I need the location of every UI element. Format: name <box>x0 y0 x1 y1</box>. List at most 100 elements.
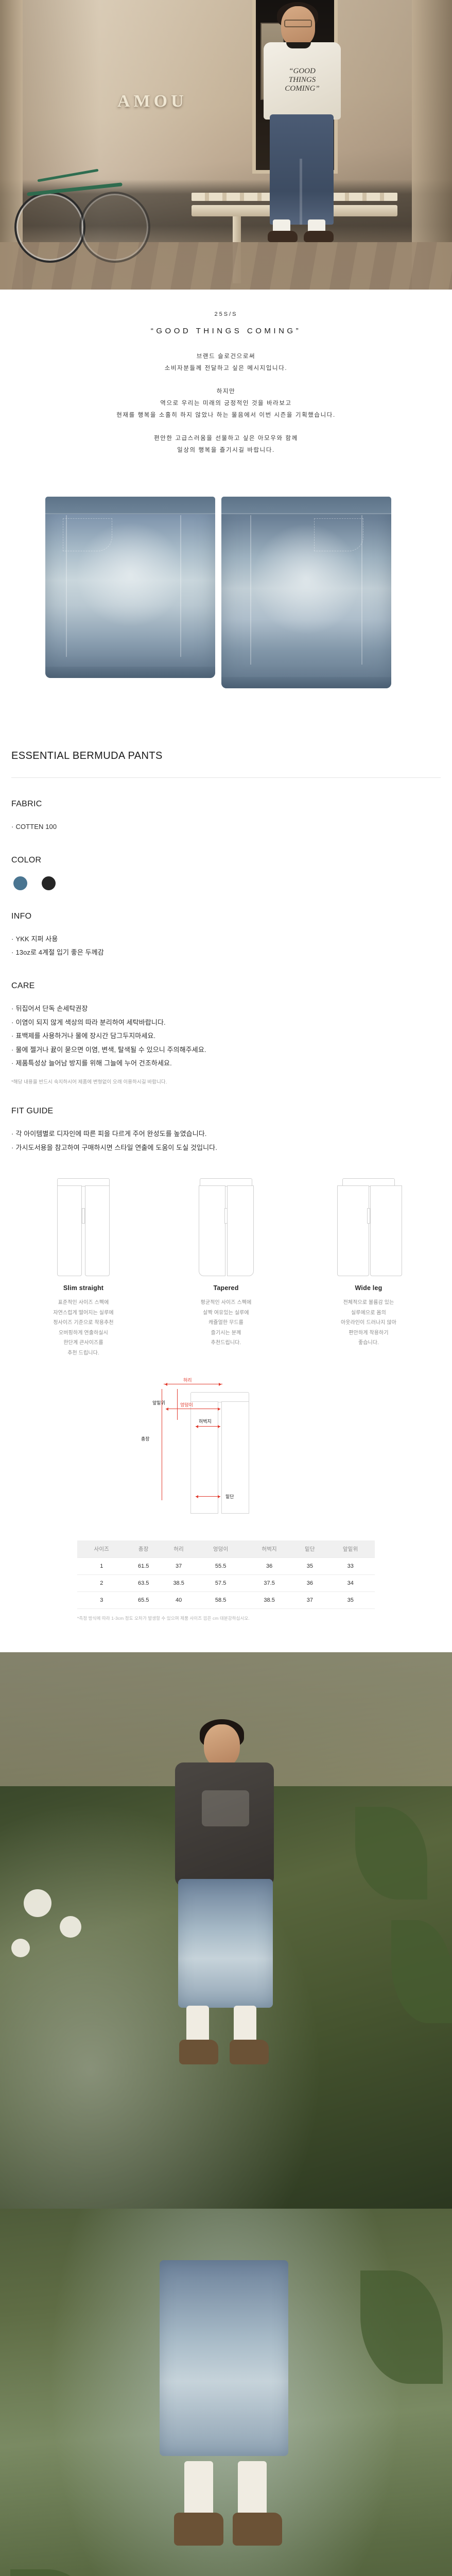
pant-crotch <box>82 1208 85 1224</box>
model-sock-left <box>273 219 290 233</box>
list-item: 물에 젤거나 뀴이 묻으면 이염, 변색, 탈색될 수 있으니 주의해주세요. <box>11 1043 452 1057</box>
shorts-pocket-right <box>314 518 363 551</box>
label-hip: 엉덩이 <box>180 1402 193 1408</box>
hero-lifestyle-image: “GOOD THINGS COMING” AMOU <box>0 0 452 290</box>
cell: 33 <box>326 1557 375 1575</box>
column-header: 허벅지 <box>245 1540 294 1558</box>
column-header: 허리 <box>161 1540 197 1558</box>
bicycle-wheel-front <box>14 192 85 263</box>
fit-guide-section: FIT GUIDE 각 아이템별로 디자인에 따른 피을 다르게 주어 완성도를… <box>0 1085 452 1155</box>
measure-leg-right <box>221 1401 249 1514</box>
cell: 35 <box>326 1591 375 1609</box>
cell: 36 <box>293 1574 326 1592</box>
cell: 57.5 <box>196 1574 245 1592</box>
pant-outline <box>45 1178 122 1277</box>
model-shoe-right <box>304 231 334 242</box>
cell: 35 <box>293 1557 326 1575</box>
color-swatch-blue[interactable] <box>13 876 27 890</box>
flower-2 <box>60 1916 81 1938</box>
column-header: 총장 <box>126 1540 161 1558</box>
shorts-seam-left <box>66 515 67 657</box>
thigh-arrow <box>196 1425 220 1428</box>
measurement-inner: 허리 엉덩이 앞밑위 총장 허벅지 밑단 <box>141 1378 309 1528</box>
gallery-photo-1 <box>0 1652 452 2209</box>
model-shoe-right <box>233 2513 282 2546</box>
bicycle-top-tube <box>37 168 99 182</box>
fit-guide-heading: FIT GUIDE <box>11 1107 54 1116</box>
size-table-footnote: *측정 방식에 따라 1-3cm 정도 오차가 발생할 수 있으며 제품 사이즈… <box>77 1616 250 1621</box>
list-item: 표백제를 사용하거나 물에 장시간 담그두지마세요. <box>11 1029 452 1043</box>
color-section: COLOR <box>0 834 452 890</box>
shorts-fade-left <box>76 522 185 628</box>
intro-paragraph-3: 편안한 고급스러움을 선물하고 싶은 아모우와 함께 일상의 행복을 즐기시길 … <box>154 435 298 453</box>
cell: 65.5 <box>126 1591 161 1609</box>
fit-name: Slim straight <box>63 1284 104 1292</box>
column-header: 사이즈 <box>77 1540 126 1558</box>
care-list: 뒤집어서 단독 손세탁권장 이염이 되지 않게 색상의 따라 분리하여 세탁바랍… <box>11 1002 452 1071</box>
flatlay-shorts <box>45 497 406 718</box>
shorts-hem-right <box>221 677 391 688</box>
model-shoe-right <box>230 2040 269 2065</box>
front-rise-line <box>177 1389 178 1420</box>
cell: 63.5 <box>126 1574 161 1592</box>
jeans-inseam <box>300 159 302 225</box>
pant-waistband <box>200 1178 252 1187</box>
fit-description: 표준적인 사이즈 스펙에 자연스럽게 떨어지는 실루에 정사이즈 기준으로 착용… <box>53 1300 114 1356</box>
model-tshirt <box>175 1762 274 1887</box>
cell: 58.5 <box>196 1591 245 1609</box>
model-sock-right <box>238 2461 267 2518</box>
cell: 2 <box>77 1574 126 1592</box>
fabric-list: COTTEN 100 <box>11 820 452 834</box>
list-item: 제품특성상 늘어남 방지를 위해 그늘에 누어 건조하세요. <box>11 1057 452 1071</box>
model-sock-right <box>308 219 325 233</box>
hem-arrow <box>196 1495 220 1498</box>
hero-model: “GOOD THINGS COMING” <box>254 2 350 246</box>
pant-outline <box>187 1178 265 1277</box>
shorts-seam-left-outer <box>180 515 181 657</box>
cell: 36 <box>245 1557 294 1575</box>
label-front-rise: 앞밑위 <box>152 1400 165 1406</box>
size-table-head: 사이즈 총장 허리 엉덩이 허벅지 밑단 앞밑위 <box>77 1540 375 1558</box>
list-item: COTTEN 100 <box>11 820 452 834</box>
photo2-model <box>144 2240 309 2576</box>
shorts-hem-left <box>45 667 215 678</box>
tshirt-print-text: “GOOD THINGS COMING” <box>285 67 320 93</box>
pant-crotch <box>224 1208 228 1224</box>
color-swatch-group <box>11 876 452 890</box>
pant-leg-right <box>227 1185 254 1277</box>
color-swatch-black[interactable] <box>42 876 56 890</box>
cell: 61.5 <box>126 1557 161 1575</box>
product-shorts <box>178 1879 273 2008</box>
flower-3 <box>11 1939 30 1958</box>
list-item: 뒤집어서 단독 손세탁권장 <box>11 1002 452 1016</box>
cell: 1 <box>77 1557 126 1575</box>
measurement-diagram: 허리 엉덩이 앞밑위 총장 허벅지 밑단 <box>0 1376 452 1530</box>
care-footnote: *해당 내용을 반드시 숙지하시어 제품에 변형없이 오래 이용하시길 바랍니다… <box>11 1079 167 1086</box>
cell: 38.5 <box>161 1574 197 1592</box>
column-header: 밑단 <box>293 1540 326 1558</box>
pant-waistband <box>57 1178 110 1187</box>
care-section: CARE 뒤집어서 단독 손세탁권장 이염이 되지 않게 색상의 따라 분리하여… <box>0 960 452 1085</box>
fit-type-wide-leg: Wide leg 전체적으로 볼륨감 있는 실루에으로 몸의 아웃라인이 드러나… <box>304 1178 433 1358</box>
model-sock-left <box>184 2461 213 2518</box>
shorts-leg-left <box>45 497 215 678</box>
shorts-fade-right <box>252 523 361 635</box>
measure-pant-outline <box>181 1392 258 1514</box>
tshirt-graphic <box>202 1790 249 1827</box>
fit-type-tapered: Tapered 평균적인 사이즈 스펙에 살짝 여유있는 실루에 캐쥴얼한 무드… <box>161 1178 291 1358</box>
fit-diagram-tapered <box>187 1178 265 1277</box>
glasses-icon <box>284 20 312 27</box>
measure-leg-left <box>190 1401 218 1514</box>
list-item: 각 아이템별로 디자인에 따른 피을 다르게 주어 완성도를 높였습니다. <box>11 1127 452 1141</box>
list-item: 13oz로 4계절 입기 좋은 두께감 <box>11 946 452 960</box>
pant-leg-left <box>337 1185 369 1277</box>
cell: 38.5 <box>245 1591 294 1609</box>
model-head <box>204 1724 240 1768</box>
size-table-body: 1 61.5 37 55.5 36 35 33 2 63.5 38.5 57.5… <box>77 1557 375 1609</box>
label-waist: 허리 <box>183 1378 192 1383</box>
cell: 37 <box>293 1591 326 1609</box>
bicycle <box>11 142 150 271</box>
measure-waistband <box>190 1392 249 1403</box>
color-heading: COLOR <box>11 855 42 865</box>
